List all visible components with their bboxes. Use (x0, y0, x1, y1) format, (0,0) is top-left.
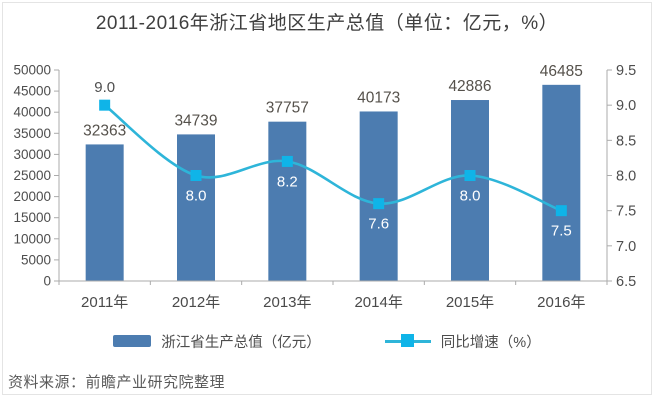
bar (177, 134, 215, 281)
right-axis-tick-label: 7.0 (616, 239, 636, 255)
line-marker (99, 99, 111, 111)
x-axis-label: 2015年 (446, 294, 494, 311)
line-marker (555, 205, 567, 217)
right-axis-tick-label: 9.0 (616, 98, 636, 114)
left-axis-tick-label: 0 (43, 274, 51, 289)
left-axis-tick-label: 25000 (13, 168, 51, 183)
source-note: 资料来源：前瞻产业研究院整理 (8, 374, 226, 391)
chart-legend: 浙江省生产总值（亿元） 同比增速（%） (0, 331, 654, 351)
x-axis-label: 2013年 (263, 294, 311, 311)
x-axis-label: 2011年 (81, 294, 128, 311)
line-value-label: 9.0 (94, 79, 115, 96)
bar (268, 121, 307, 281)
bar-value-label: 42886 (448, 78, 491, 95)
right-axis-tick-label: 9.5 (616, 63, 636, 79)
bar (542, 84, 581, 281)
legend-label-growth-rate: 同比增速（%） (440, 334, 541, 351)
x-axis-label: 2012年 (172, 294, 220, 311)
legend-item-gdp: 浙江省生产总值（亿元） (113, 331, 321, 352)
bar (85, 144, 124, 281)
right-axis-tick-label: 6.5 (616, 274, 636, 290)
line-value-label: 7.6 (368, 216, 389, 233)
left-axis-tick-label: 35000 (13, 126, 51, 141)
right-axis-tick-label: 8.0 (616, 169, 636, 185)
left-axis-tick-label: 10000 (13, 231, 51, 246)
right-axis-tick-label: 8.5 (616, 133, 636, 149)
bar-value-label: 40173 (357, 89, 400, 106)
bar-value-label: 46485 (540, 63, 583, 80)
legend-bar-swatch (113, 335, 152, 347)
x-axis-label: 2016年 (537, 294, 585, 311)
left-axis-tick-label: 30000 (13, 147, 51, 162)
bar-value-label: 32363 (83, 122, 126, 139)
bar-value-label: 34739 (174, 112, 217, 129)
line-value-label: 8.2 (277, 173, 298, 190)
growth-line (103, 103, 563, 212)
bar (359, 111, 398, 281)
legend-label-gdp: 浙江省生产总值（亿元） (161, 334, 321, 351)
line-value-label: 7.5 (551, 223, 572, 240)
legend-line-swatch (384, 334, 431, 348)
line-marker (373, 198, 385, 210)
line-marker (281, 155, 293, 167)
left-axis-tick-label: 40000 (13, 105, 51, 120)
left-axis-tick-label: 5000 (21, 252, 51, 267)
line-value-label: 8.0 (186, 188, 207, 205)
line-value-label: 8.0 (460, 188, 481, 205)
left-axis-tick-label: 15000 (13, 210, 51, 225)
line-marker (190, 170, 202, 181)
right-axis-tick-label: 7.5 (616, 204, 636, 220)
x-axis-label: 2014年 (354, 294, 402, 311)
line-marker (464, 170, 476, 181)
legend-line-marker (400, 334, 414, 347)
left-axis-tick-label: 20000 (13, 189, 51, 204)
bar-value-label: 37757 (266, 100, 309, 117)
chart-title: 2011-2016年浙江省地区生产总值（单位：亿元，%） (95, 13, 559, 34)
chart-plot-area: 32363 34739 37757 40173 42886 46485 0 5000 10000… (13, 63, 636, 312)
legend-item-growth-rate: 同比增速（%） (384, 331, 541, 352)
bar (451, 100, 489, 281)
left-axis-tick-label: 50000 (13, 63, 51, 78)
left-axis-tick-label: 45000 (13, 84, 51, 99)
